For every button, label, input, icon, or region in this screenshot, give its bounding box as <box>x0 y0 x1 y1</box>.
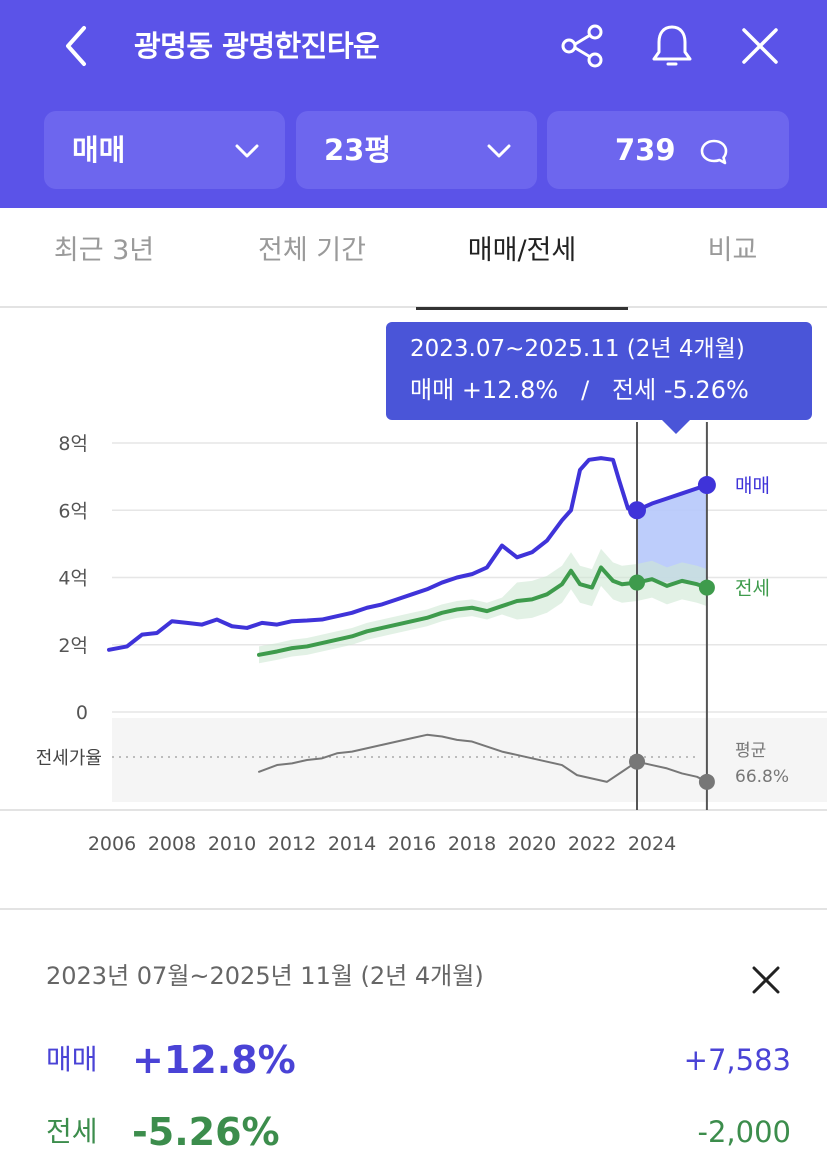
tab-all-period[interactable]: 전체 기간 <box>258 235 366 266</box>
tooltip-period: 2023.07~2025.11 (2년 4개월) <box>410 336 745 362</box>
summary-jeonse-amount: -2,000 <box>697 1115 792 1149</box>
summary-close-button[interactable] <box>740 954 792 1006</box>
comment-count: 739 <box>615 133 676 167</box>
x-tick-label: 2018 <box>448 833 496 855</box>
back-button[interactable] <box>52 18 102 74</box>
sale-series-line <box>107 456 709 652</box>
summary-sale-row: 매매 +12.8% +7,583 <box>0 1030 827 1090</box>
comment-icon <box>700 139 728 165</box>
sale-start-point <box>628 501 646 520</box>
x-tick-label: 2022 <box>568 833 616 855</box>
price-chart-svg: 8억 6억 4억 2억 0 전세가율 2006 2008 2010 2012 2014 2016 201… <box>0 422 827 855</box>
section-divider <box>0 908 827 910</box>
x-tick-label: 2008 <box>148 833 196 855</box>
size-label: 23평 <box>324 133 392 167</box>
summary-sale-change: +12.8% <box>132 1038 296 1082</box>
x-tick-label: 2024 <box>628 833 676 855</box>
sale-end-point <box>697 476 716 495</box>
jeonse-end-point <box>698 579 715 596</box>
selection-range-fill <box>637 485 707 585</box>
close-icon <box>752 966 780 994</box>
tooltip-jeonse-label: 전세 <box>612 376 657 404</box>
y-tick-label: 4억 <box>58 568 88 590</box>
tooltip-jeonse-change: -5.26% <box>663 376 749 404</box>
tab-sale-jeonse[interactable]: 매매/전세 <box>416 208 628 310</box>
jeonse-range-band <box>259 548 707 664</box>
close-icon <box>742 28 778 64</box>
chevron-down-icon <box>235 144 259 158</box>
tab-recent-3-years[interactable]: 최근 3년 <box>53 235 155 266</box>
share-button[interactable] <box>554 18 610 74</box>
trade-type-select[interactable]: 매매 <box>44 111 285 189</box>
sale-series-label: 매매 <box>735 475 770 497</box>
y-tick-label: 0 <box>76 702 88 724</box>
price-chart[interactable]: 8억 6억 4억 2억 0 전세가율 2006 2008 2010 2012 2014 2016 201… <box>0 310 827 910</box>
x-tick-label: 2016 <box>388 833 436 855</box>
x-tick-label: 2014 <box>328 833 376 855</box>
close-button[interactable] <box>732 18 788 74</box>
summary-jeonse-row: 전세 -5.26% -2,000 <box>0 1102 827 1162</box>
summary-sale-amount: +7,583 <box>683 1043 791 1077</box>
period-tabs: 최근 3년 전체 기간 매매/전세 비교 <box>0 208 827 310</box>
comments-button[interactable]: 739 <box>547 111 789 189</box>
summary-sale-label: 매매 <box>46 1043 98 1076</box>
ratio-band-background <box>112 718 827 802</box>
ratio-average-value: 66.8% <box>735 767 789 787</box>
alarm-button[interactable] <box>644 18 700 74</box>
summary-period: 2023년 07월~2025년 11월 (2년 4개월) <box>46 962 484 990</box>
tooltip-separator: / <box>581 376 590 404</box>
x-tick-label: 2010 <box>208 833 256 855</box>
ratio-start-point <box>629 753 645 770</box>
y-tick-label: 2억 <box>58 635 88 657</box>
trade-type-label: 매매 <box>72 133 126 167</box>
summary-jeonse-change: -5.26% <box>132 1110 280 1154</box>
y-tick-label: 6억 <box>58 500 88 522</box>
share-icon <box>561 24 603 68</box>
x-tick-label: 2006 <box>88 833 136 855</box>
app-header: 광명동 광명한진타운 매매 23평 739 <box>0 0 827 208</box>
jeonse-start-point <box>629 574 645 591</box>
tooltip-sale-label: 매매 <box>410 376 455 404</box>
tab-compare[interactable]: 비교 <box>707 235 758 266</box>
range-tooltip: 2023.07~2025.11 (2년 4개월) 매매 +12.8% / 전세 … <box>386 322 812 434</box>
summary-jeonse-label: 전세 <box>46 1115 98 1148</box>
tooltip-sale-change: +12.8% <box>461 376 559 404</box>
ratio-average-label: 평균 <box>735 741 766 761</box>
range-summary: 2023년 07월~2025년 11월 (2년 4개월) 매매 +12.8% +… <box>0 910 827 1171</box>
ratio-axis-label: 전세가율 <box>36 748 102 769</box>
y-tick-label: 8억 <box>58 433 88 455</box>
size-select[interactable]: 23평 <box>296 111 537 189</box>
x-tick-label: 2012 <box>268 833 316 855</box>
jeonse-series-label: 전세 <box>735 578 770 600</box>
x-tick-label: 2020 <box>508 833 556 855</box>
bell-icon <box>652 25 692 66</box>
chevron-left-icon <box>66 26 86 66</box>
chevron-down-icon <box>487 144 511 158</box>
tooltip-changes: 매매 +12.8% / 전세 -5.26% <box>410 372 749 408</box>
ratio-end-point <box>698 773 715 790</box>
page-title: 광명동 광명한진타운 <box>134 29 380 63</box>
